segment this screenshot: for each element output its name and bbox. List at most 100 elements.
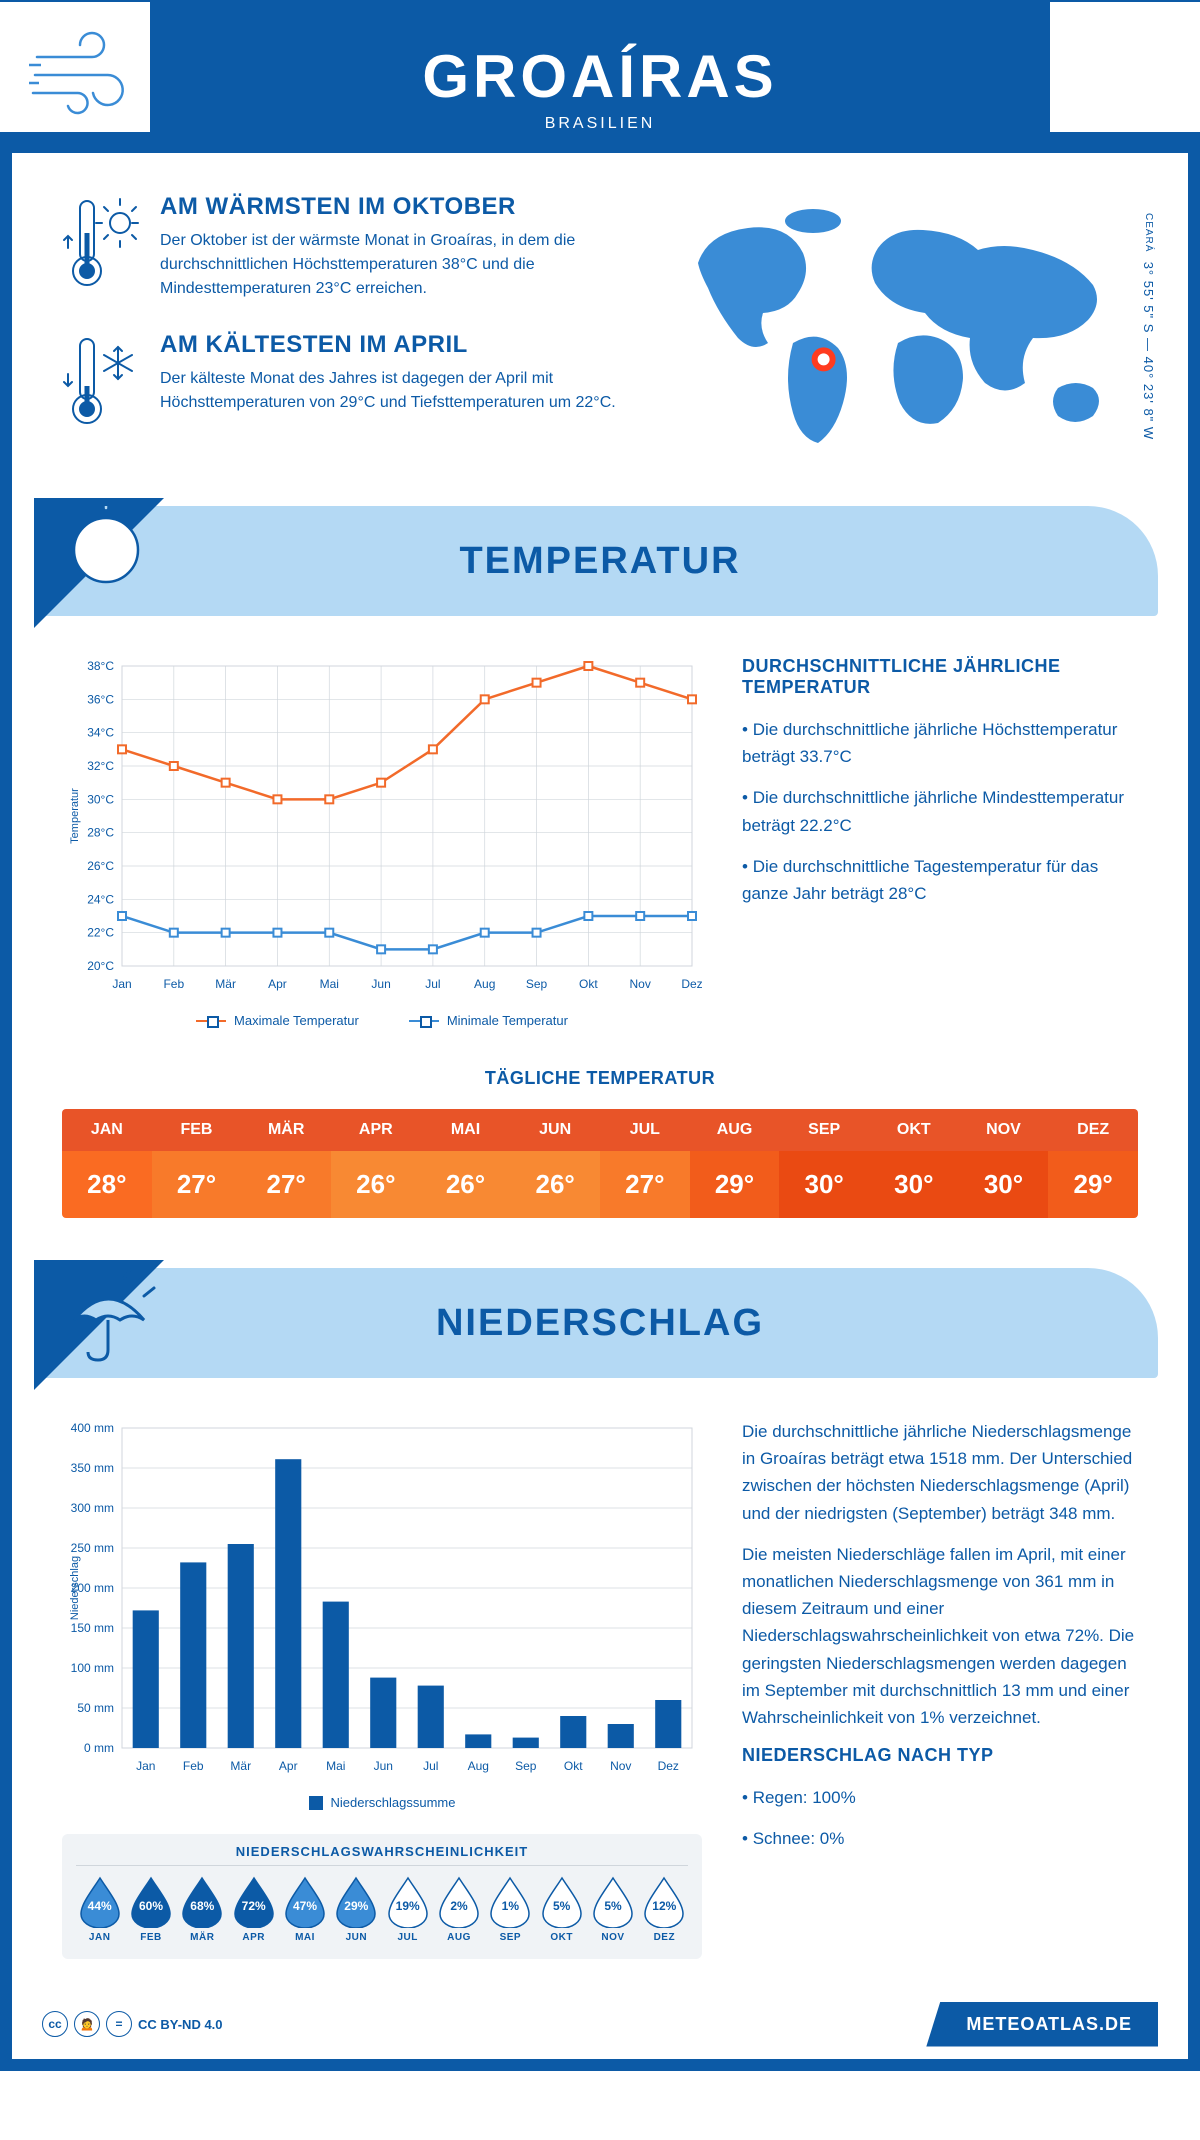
temp-info-title: DURCHSCHNITTLICHE JÄHRLICHE TEMPERATUR	[742, 656, 1138, 698]
location-marker	[815, 350, 833, 368]
precip-type-bullet: Schnee: 0%	[742, 1825, 1138, 1852]
world-map-svg	[658, 193, 1138, 453]
temp-table-header: DEZ	[1048, 1109, 1138, 1151]
svg-text:36°C: 36°C	[87, 692, 114, 706]
fact-text: Der kälteste Monat des Jahres ist dagege…	[160, 367, 618, 415]
drop-icon: 44%	[79, 1876, 121, 1928]
svg-text:Sep: Sep	[515, 1759, 537, 1773]
temp-table-value: 26°	[421, 1151, 511, 1218]
precip-prob-item: 19% JUL	[384, 1876, 431, 1943]
precipitation-banner: NIEDERSCHLAG	[42, 1268, 1158, 1378]
svg-text:Apr: Apr	[279, 1759, 298, 1773]
license: cc 🙍 = CC BY-ND 4.0	[42, 2011, 223, 2037]
temp-table-value: 30°	[869, 1151, 959, 1218]
precip-prob-item: 5% NOV	[589, 1876, 636, 1943]
temp-table-value: 27°	[152, 1151, 242, 1218]
temp-table-value: 28°	[62, 1151, 152, 1218]
precip-prob-item: 72% APR	[230, 1876, 277, 1943]
svg-text:26°C: 26°C	[87, 859, 114, 873]
svg-text:350 mm: 350 mm	[71, 1461, 114, 1475]
svg-text:Dez: Dez	[658, 1759, 679, 1773]
svg-text:0 mm: 0 mm	[84, 1741, 114, 1755]
daily-temperature-section: TÄGLICHE TEMPERATUR JANFEBMÄRAPRMAIJUNJU…	[12, 1058, 1188, 1258]
fact-text: Der Oktober ist der wärmste Monat in Gro…	[160, 229, 618, 301]
svg-text:Sep: Sep	[526, 977, 548, 991]
wind-icon	[27, 27, 137, 117]
temp-table-header: SEP	[779, 1109, 869, 1151]
svg-text:Jun: Jun	[374, 1759, 393, 1773]
drop-icon: 60%	[130, 1876, 172, 1928]
temp-bullet: Die durchschnittliche jährliche Mindestt…	[742, 784, 1138, 838]
svg-text:300 mm: 300 mm	[71, 1501, 114, 1515]
drop-icon: 5%	[592, 1876, 634, 1928]
precipitation-bar-chart: 0 mm50 mm100 mm150 mm200 mm250 mm300 mm3…	[62, 1418, 702, 1778]
cc-icon: cc	[42, 2011, 68, 2037]
temp-bullet: Die durchschnittliche Tagestemperatur fü…	[742, 853, 1138, 907]
temp-bullet: Die durchschnittliche jährliche Höchstte…	[742, 716, 1138, 770]
page-title: GROAÍRAS	[32, 42, 1168, 111]
svg-text:150 mm: 150 mm	[71, 1621, 114, 1635]
temperature-line-chart: 20°C22°C24°C26°C28°C30°C32°C34°C36°C38°C…	[62, 656, 702, 996]
temp-table-header: JUN	[510, 1109, 600, 1151]
footer: cc 🙍 = CC BY-ND 4.0 METEOATLAS.DE	[12, 1989, 1188, 2059]
coordinates: CEARÁ 3° 55' 5" S — 40° 23' 8" W	[1141, 213, 1156, 440]
drop-icon: 19%	[387, 1876, 429, 1928]
svg-text:Feb: Feb	[183, 1759, 204, 1773]
by-icon: 🙍	[74, 2011, 100, 2037]
svg-text:Nov: Nov	[630, 977, 651, 991]
temp-table-value: 30°	[779, 1151, 869, 1218]
world-map: CEARÁ 3° 55' 5" S — 40° 23' 8" W	[658, 193, 1138, 466]
svg-text:400 mm: 400 mm	[71, 1421, 114, 1435]
fact-title: AM KÄLTESTEN IM APRIL	[160, 331, 618, 359]
drop-icon: 29%	[335, 1876, 377, 1928]
temp-table-value: 30°	[959, 1151, 1049, 1218]
infographic-page: GROAÍRAS BRASILIEN AM WÄRMSTEN IM OKTOBE…	[0, 0, 1200, 2071]
thermometer-snow-icon	[62, 331, 142, 436]
umbrella-icon	[62, 1268, 162, 1368]
wind-icon	[1063, 27, 1173, 117]
precipitation-content: 0 mm50 mm100 mm150 mm200 mm250 mm300 mm3…	[12, 1408, 1188, 1989]
temp-table-header: FEB	[152, 1109, 242, 1151]
svg-text:Jul: Jul	[423, 1759, 438, 1773]
svg-text:22°C: 22°C	[87, 926, 114, 940]
precip-type-bullet: Regen: 100%	[742, 1784, 1138, 1811]
precip-para: Die meisten Niederschläge fallen im Apri…	[742, 1541, 1138, 1731]
svg-text:Okt: Okt	[579, 977, 598, 991]
precip-prob-item: 60% FEB	[127, 1876, 174, 1943]
drop-icon: 47%	[284, 1876, 326, 1928]
precipitation-probability-box: NIEDERSCHLAGSWAHRSCHEINLICHKEIT 44% JAN …	[62, 1834, 702, 1959]
svg-text:38°C: 38°C	[87, 659, 114, 673]
temp-table-header: MÄR	[241, 1109, 331, 1151]
svg-text:Jan: Jan	[136, 1759, 155, 1773]
precip-prob-item: 12% DEZ	[641, 1876, 688, 1943]
temp-table-header: JAN	[62, 1109, 152, 1151]
temperature-content: 20°C22°C24°C26°C28°C30°C32°C34°C36°C38°C…	[12, 646, 1188, 1058]
fact-coldest: AM KÄLTESTEN IM APRIL Der kälteste Monat…	[62, 331, 618, 436]
nd-icon: =	[106, 2011, 132, 2037]
svg-text:100 mm: 100 mm	[71, 1661, 114, 1675]
svg-text:30°C: 30°C	[87, 792, 114, 806]
fact-warmest: AM WÄRMSTEN IM OKTOBER Der Oktober ist d…	[62, 193, 618, 301]
svg-text:Mär: Mär	[230, 1759, 251, 1773]
precip-para: Die durchschnittliche jährliche Niedersc…	[742, 1418, 1138, 1527]
temp-table-value: 26°	[510, 1151, 600, 1218]
temp-table-header: OKT	[869, 1109, 959, 1151]
svg-text:32°C: 32°C	[87, 759, 114, 773]
svg-text:24°C: 24°C	[87, 892, 114, 906]
svg-text:34°C: 34°C	[87, 726, 114, 740]
header: GROAÍRAS BRASILIEN	[12, 12, 1188, 153]
precip-prob-item: 44% JAN	[76, 1876, 123, 1943]
drop-icon: 12%	[643, 1876, 685, 1928]
precip-prob-item: 2% AUG	[435, 1876, 482, 1943]
drop-icon: 5%	[541, 1876, 583, 1928]
svg-text:Apr: Apr	[268, 977, 287, 991]
temp-table-header: NOV	[959, 1109, 1049, 1151]
svg-text:Jul: Jul	[425, 977, 440, 991]
precip-prob-item: 1% SEP	[487, 1876, 534, 1943]
precip-prob-item: 29% JUN	[333, 1876, 380, 1943]
thermometer-sun-icon	[62, 193, 142, 301]
drop-icon: 72%	[233, 1876, 275, 1928]
svg-text:Mai: Mai	[320, 977, 339, 991]
precip-type-title: NIEDERSCHLAG NACH TYP	[742, 1745, 1138, 1766]
svg-text:Aug: Aug	[468, 1759, 489, 1773]
